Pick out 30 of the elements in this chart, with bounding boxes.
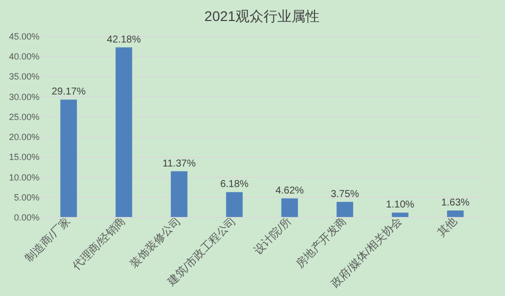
data-label: 6.18% [220, 179, 249, 190]
data-label: 1.10% [386, 200, 414, 211]
data-label: 29.17% [52, 86, 86, 98]
y-tick-label: 35.00% [8, 72, 40, 82]
bar [336, 202, 354, 217]
chart-title: 2021观众行业属性 [204, 8, 320, 24]
y-tick-label: 15.00% [8, 152, 40, 162]
y-tick-label: 0.00% [14, 212, 40, 222]
bar [170, 171, 188, 217]
data-label: 3.75% [330, 188, 360, 200]
x-tick-label: 其他 [434, 214, 460, 240]
y-tick-label: 40.00% [8, 52, 40, 62]
y-tick-label: 5.00% [14, 192, 40, 202]
y-tick-label: 25.00% [8, 112, 40, 122]
bar [226, 192, 243, 217]
bar [116, 47, 132, 217]
bar [392, 212, 408, 217]
x-tick-label: 设计院/所 [251, 214, 294, 258]
bar [281, 198, 298, 217]
bar [447, 210, 464, 217]
x-tick-label: 代理商/经销商 [69, 214, 128, 274]
y-tick-label: 45.00% [8, 32, 40, 42]
y-tick-label: 30.00% [8, 92, 40, 102]
y-tick-label: 10.00% [8, 172, 40, 182]
data-label: 1.63% [441, 197, 470, 208]
data-label: 4.62% [275, 185, 304, 196]
data-label: 11.37% [162, 158, 196, 170]
data-label: 42.18% [106, 34, 141, 46]
bar [60, 100, 77, 217]
y-tick-label: 20.00% [8, 132, 40, 142]
